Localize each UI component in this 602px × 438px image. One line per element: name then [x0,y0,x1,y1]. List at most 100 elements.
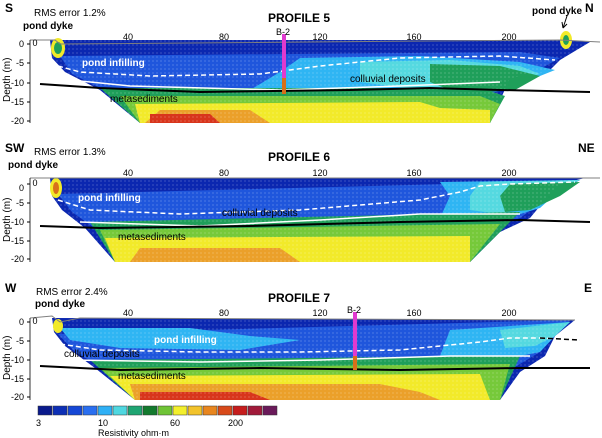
topography-line [30,39,601,45]
unit-label-colluvial: colluvial deposits [222,208,298,219]
legend-swatch [142,405,158,416]
colluvial-boundary [69,355,530,363]
x-tick-label: 120 [312,308,327,318]
legend-tick: 3 [36,418,41,428]
dyke-label-left: pond dyke [23,21,73,32]
x-tick-label: 80 [219,168,229,178]
colluvial-boundary [79,213,520,227]
y-tick-label: -5 [16,336,24,346]
profile-7: W E RMS error 2.4% PROFILE 7 pond dyke B… [2,281,592,402]
y-tick-label: 0 [19,183,24,193]
y-axis-label: Depth (m) [2,58,13,102]
borehole-bottom [353,356,357,370]
borehole-b2 [282,34,286,94]
water-table-line [39,365,590,372]
x-tick-label: 120 [312,168,327,178]
legend-swatch [82,405,98,416]
borehole-b2 [353,312,357,370]
arrowhead-icon [561,21,568,29]
legend-swatch [37,405,53,416]
profile-title: PROFILE 5 [268,11,330,25]
legend-swatch [202,405,218,416]
dyke-label-right: pond dyke [532,6,582,17]
unit-label-colluvial: colluvial deposits [64,349,140,360]
y-tick-label: -10 [11,355,24,365]
y-ticks: 0 -5 -10 -15 -20 [11,39,30,126]
dyke-anomaly-left [53,319,63,333]
legend-swatch [97,405,113,416]
x-ticks: 0 40 80 120 160 200 [32,168,516,188]
x-tick-label: 80 [219,32,229,42]
water-table-line [39,218,591,230]
x-tick-label: 160 [406,308,421,318]
legend-swatch [112,405,128,416]
x-ticks: 0 40 80 120 160 200 [32,308,516,326]
direction-right: NE [578,141,595,155]
legend-swatch [217,405,233,416]
y-tick-label: -20 [11,392,24,402]
profile-5: S N RMS error 1.2% PROFILE 5 pond dyke p… [2,1,601,126]
direction-right: E [584,281,592,295]
x-tick-label: 80 [219,308,229,318]
direction-left: SW [5,141,25,155]
legend-tick: 200 [228,418,243,428]
x-tick-label: 0 [32,38,37,48]
rms-error: RMS error 2.4% [36,287,108,298]
dyke-label-left: pond dyke [35,299,85,310]
y-tick-label: -15 [11,374,24,384]
legend-tick: 10 [98,418,108,428]
rms-error: RMS error 1.2% [34,8,106,19]
y-tick-label: -10 [11,217,24,227]
unit-label-infilling: pond infilling [82,58,145,69]
legend-swatch [172,405,188,416]
y-tick-label: -20 [11,116,24,126]
rms-error: RMS error 1.3% [34,147,106,158]
y-tick-label: -5 [16,58,24,68]
unit-label-colluvial: colluvial deposits [350,74,426,85]
unit-label-metasediments: metasediments [110,94,178,105]
legend-swatch [127,405,143,416]
legend-swatch [187,405,203,416]
y-axis-label: Depth (m) [2,336,13,380]
arrow-icon [562,15,568,29]
legend-swatch [232,405,248,416]
unit-label-metasediments: metasediments [118,371,186,382]
y-tick-label: 0 [19,39,24,49]
borehole-label: B-2 [276,27,290,37]
legend-swatch [262,405,278,416]
direction-left: S [5,1,13,15]
y-tick-label: -15 [11,236,24,246]
data-points [50,40,590,123]
legend-color-scale [37,405,278,416]
x-tick-label: 200 [501,168,516,178]
dyke-anomaly-core [54,42,62,54]
x-tick-label: 0 [32,178,37,188]
x-tick-label: 200 [501,32,516,42]
infilling-boundary [57,55,556,77]
x-tick-label: 40 [123,308,133,318]
legend-title: Resistivity ohm·m [98,428,169,438]
unit-label-infilling: pond infilling [154,335,217,346]
dyke-anomaly-core [53,182,59,194]
y-tick-label: 0 [19,317,24,327]
x-tick-label: 40 [123,32,133,42]
legend-swatch [157,405,173,416]
direction-left: W [5,281,17,295]
legend-tick: 60 [170,418,180,428]
borehole-label: B-2 [347,305,361,315]
legend-swatch [247,405,263,416]
profile-title: PROFILE 6 [268,150,330,164]
legend-swatch [67,405,83,416]
y-tick-label: -10 [11,78,24,88]
infilling-boundary [59,337,581,353]
y-tick-label: -5 [16,198,24,208]
profile-title: PROFILE 7 [268,291,330,305]
y-tick-label: -20 [11,254,24,264]
x-tick-label: 40 [123,168,133,178]
x-tick-label: 120 [312,32,327,42]
water-table-line [39,83,591,94]
dyke-label-left: pond dyke [8,160,58,171]
unit-label-metasediments: metasediments [118,232,186,243]
y-tick-label: -15 [11,97,24,107]
